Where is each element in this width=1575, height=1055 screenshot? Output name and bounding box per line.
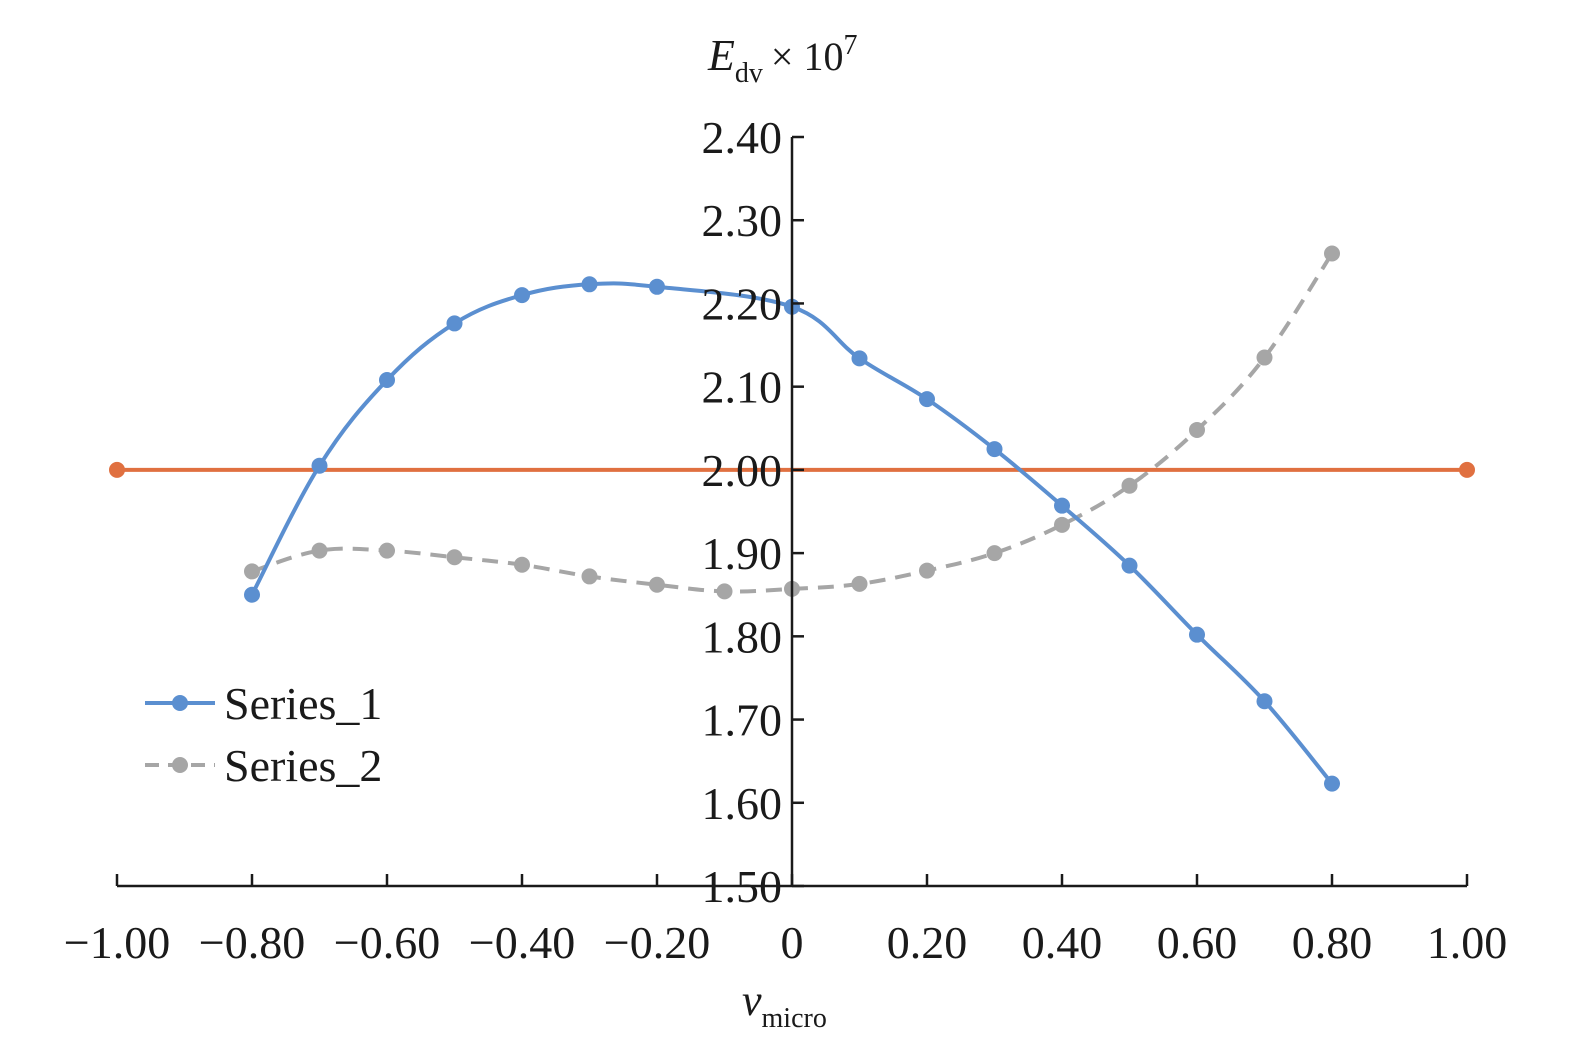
x-tick-label: 0 [781, 917, 804, 968]
series-2-point [986, 545, 1003, 562]
series-2-point [446, 549, 463, 566]
series-1-point [1189, 626, 1205, 643]
series-3-point [109, 461, 125, 478]
series-1-point [379, 372, 395, 389]
x-tick-label: 0.40 [1022, 917, 1103, 968]
x-tick-label: 1.00 [1427, 917, 1508, 968]
series-1-point [311, 457, 328, 474]
series-1-point [1324, 775, 1340, 792]
y-ticks: 1.50 1.60 1.70 1.80 1.90 2.00 2.10 2.20 2.30 2.40 [702, 112, 804, 912]
series-1-point [446, 315, 463, 332]
y-axis-title: Edv × 107 [707, 30, 857, 89]
x-axis-title-main: v [742, 976, 762, 1025]
legend-item: Series_2 [145, 740, 382, 791]
y-tick-label: 2.40 [702, 112, 783, 163]
series-3-point [1459, 461, 1475, 478]
series-2-point [1054, 516, 1070, 533]
series-1-point [919, 391, 935, 408]
y-tick-label: 1.50 [702, 861, 783, 912]
x-tick-label: −0.80 [199, 917, 305, 968]
series-1-line [250, 281, 1334, 785]
series-2-point [919, 562, 935, 579]
x-tick-label: 0.60 [1157, 917, 1238, 968]
x-axis-title: vmicro [742, 976, 827, 1034]
series-1-point [244, 586, 260, 603]
x-tick-label: 0.20 [887, 917, 968, 968]
series-2-point [716, 583, 733, 600]
x-tick-label: −0.60 [334, 917, 440, 968]
series-2-point [514, 556, 530, 573]
x-tick-label: −1.00 [64, 917, 170, 968]
y-tick-label: 2.30 [702, 195, 783, 246]
series-2-point [244, 563, 260, 580]
legend-swatch-marker [172, 695, 188, 711]
series-1-point [1256, 693, 1273, 710]
y-axis-title-sup: 7 [843, 30, 857, 61]
legend-item: Series_1 [145, 678, 382, 729]
y-tick-label: 2.20 [702, 278, 783, 329]
x-axis-title-sub: micro [762, 1003, 827, 1034]
series-2-point [581, 568, 598, 585]
x-tick-label: −0.20 [604, 917, 710, 968]
series-2-point [1121, 477, 1138, 494]
y-axis-title-sub: dv [735, 58, 763, 89]
series-2-point [379, 542, 395, 559]
legend-label: Series_2 [224, 740, 382, 791]
y-tick-label: 2.10 [702, 362, 783, 413]
y-tick-label: 1.60 [702, 778, 783, 829]
series-2-point [1256, 349, 1273, 366]
y-tick-label: 1.70 [702, 695, 783, 746]
series-1-point [1121, 557, 1138, 574]
series-2-point [851, 575, 868, 592]
series-1-point [851, 350, 868, 367]
x-tick-label: 0.80 [1292, 917, 1373, 968]
series-2-point [311, 542, 328, 559]
series-2-line [251, 252, 1334, 594]
series-2-point [649, 576, 665, 593]
series-2 [244, 245, 1340, 600]
y-tick-label: 1.90 [702, 528, 783, 579]
series-2-point [1189, 421, 1205, 438]
x-tick-label: −0.40 [469, 917, 575, 968]
legend-swatch-marker [172, 757, 188, 773]
series-1-point [514, 287, 530, 304]
series-1-point [986, 441, 1003, 458]
series-1-point [649, 278, 665, 295]
series-1-point [581, 276, 598, 293]
y-axis-title-suffix: × 10 [771, 34, 844, 79]
x-ticks: −1.00 −0.80 −0.60 −0.40 −0.20 0 0.20 0.40 0.60 0.… [64, 874, 1507, 968]
y-tick-label: 1.80 [702, 611, 783, 662]
y-axis-title-main: E [707, 31, 735, 80]
legend: Series_1 Series_2 [145, 678, 382, 791]
series-1-point [1054, 497, 1070, 514]
legend-label: Series_1 [224, 678, 382, 729]
y-tick-label: 2.00 [702, 445, 783, 496]
series-2-point [1324, 245, 1340, 262]
